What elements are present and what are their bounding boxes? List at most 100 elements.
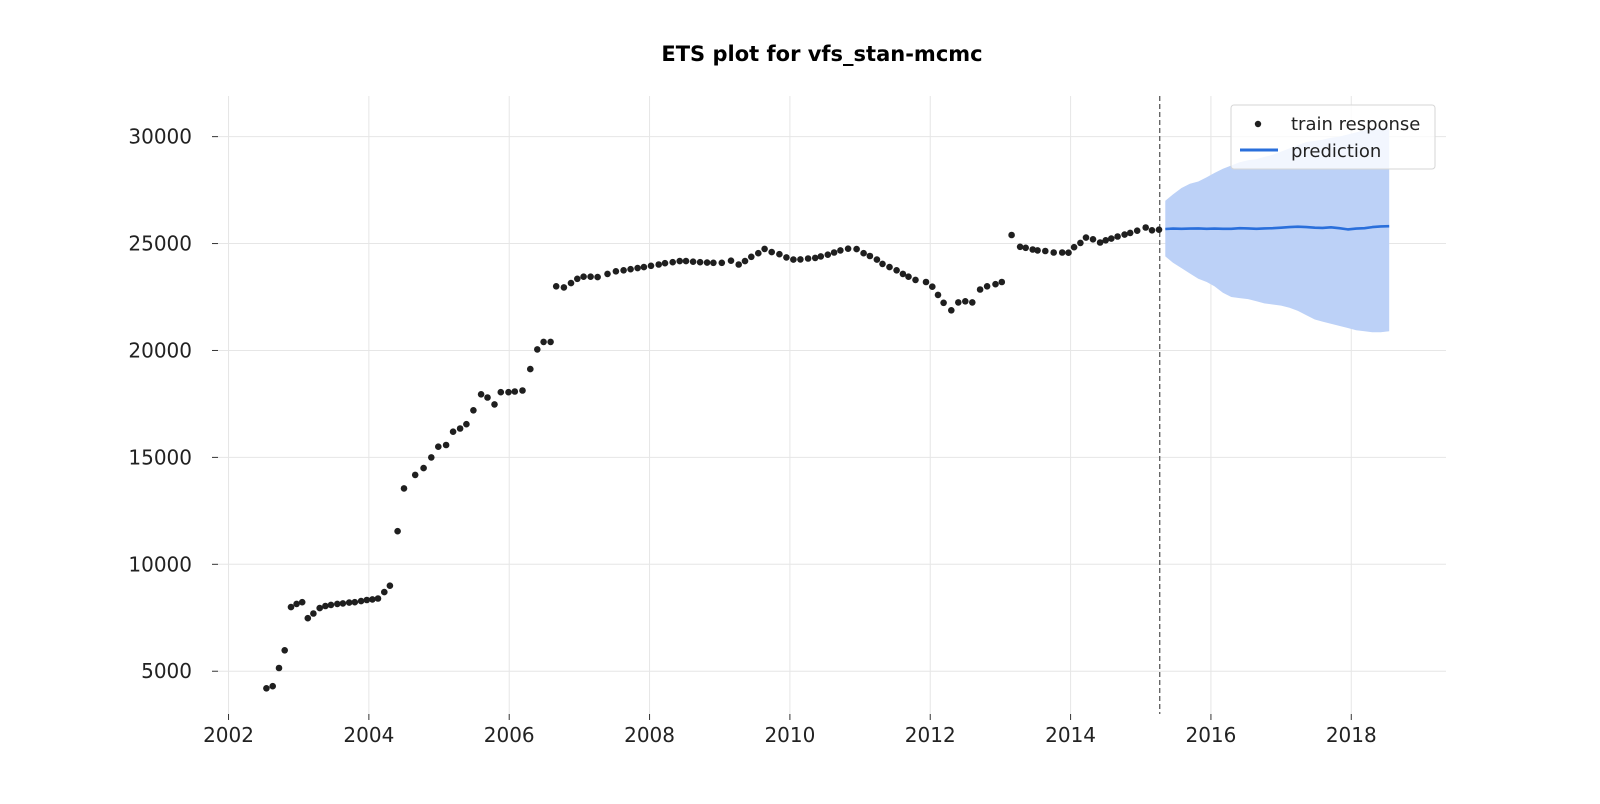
train-response-point: [755, 249, 762, 257]
train-response-point: [1016, 243, 1024, 251]
train-response-point: [322, 602, 329, 610]
train-response-point: [519, 387, 526, 394]
train-response-point: [1022, 244, 1029, 252]
x-tick-label: 2012: [905, 723, 956, 747]
prediction-interval-area: [1165, 127, 1390, 333]
train-response-point: [310, 610, 317, 617]
train-response-point: [983, 283, 991, 290]
train-response-point: [696, 258, 704, 266]
train-response-point: [741, 257, 749, 265]
train-response-point: [682, 257, 690, 265]
train-response-point: [484, 394, 491, 401]
train-response-point: [830, 249, 838, 256]
train-response-point: [1155, 226, 1163, 233]
legend-label-train-response: train response: [1291, 114, 1420, 135]
train-response-point: [627, 265, 634, 273]
train-response-point: [620, 267, 627, 274]
train-response-point: [470, 407, 477, 414]
train-response-point: [992, 280, 999, 288]
legend-label-prediction: prediction: [1291, 141, 1381, 162]
train-response-point: [1008, 231, 1015, 239]
train-response-point: [580, 273, 587, 281]
train-response-point: [463, 420, 470, 428]
train-response-point: [527, 365, 534, 373]
train-response-point: [327, 601, 335, 609]
train-response-point: [269, 682, 277, 690]
train-response-point: [768, 248, 775, 256]
train-response-point: [400, 485, 408, 492]
x-tick-label: 2010: [764, 723, 815, 747]
x-tick-label: 2014: [1045, 723, 1096, 747]
train-response-point: [1121, 231, 1128, 238]
train-response-point: [899, 270, 907, 278]
train-response-point: [776, 250, 783, 258]
train-response-point: [456, 425, 464, 432]
x-tick-label: 2002: [203, 723, 254, 747]
train-response-point: [567, 279, 575, 287]
train-response-point: [817, 253, 825, 260]
train-response-point: [1133, 227, 1141, 234]
train-response-point: [844, 245, 852, 252]
train-response-point: [727, 257, 735, 265]
train-response-point: [661, 259, 669, 267]
train-response-point: [1142, 224, 1149, 231]
train-response-point: [735, 261, 742, 268]
train-response-point: [363, 596, 371, 604]
train-response-point: [710, 259, 717, 267]
train-response-point: [955, 299, 962, 306]
train-response-point: [998, 278, 1006, 286]
train-response-point: [676, 257, 683, 265]
train-response-point: [540, 338, 547, 346]
train-response-point: [345, 599, 353, 606]
train-response-point: [1065, 249, 1072, 256]
train-response-point: [703, 259, 711, 266]
train-response-point: [748, 253, 755, 261]
train-response-point: [976, 286, 984, 293]
train-response-point: [912, 276, 919, 284]
train-response-point: [1058, 249, 1066, 256]
axes: 2002 2004 2006 2008 2010 2012 2014 2016 2018 5000…: [128, 125, 1376, 747]
train-response-point: [386, 582, 394, 589]
y-tick-label: 10000: [128, 552, 192, 576]
train-response-point: [922, 278, 930, 286]
train-response-point: [1114, 233, 1121, 240]
train-response-point: [381, 588, 388, 596]
train-response-point: [1096, 239, 1104, 246]
train-response-point: [491, 401, 498, 408]
train-response-point: [669, 258, 676, 266]
train-response-point: [1042, 247, 1049, 255]
train-response-point: [1108, 235, 1115, 242]
train-response-point: [934, 291, 942, 299]
train-response-point: [797, 256, 804, 263]
train-response-point: [411, 471, 419, 479]
train-response-point: [866, 252, 874, 260]
y-tick-label: 20000: [128, 338, 192, 362]
train-response-point: [1148, 227, 1156, 234]
y-tick-label: 5000: [141, 659, 192, 683]
train-response-point: [689, 258, 697, 266]
train-response-point: [304, 614, 312, 622]
train-response-point: [718, 259, 726, 267]
train-response-point: [281, 647, 289, 654]
train-response-point: [574, 275, 581, 283]
prediction-line: [1165, 224, 1390, 231]
train-response-point: [783, 254, 790, 261]
legend: train response prediction: [1230, 104, 1436, 170]
train-response-point: [940, 299, 947, 307]
train-points: [263, 224, 1163, 692]
train-response-point: [394, 527, 401, 535]
train-response-point: [893, 267, 900, 274]
x-tick-label: 2004: [343, 723, 394, 747]
train-response-point: [497, 388, 505, 396]
train-response-point: [339, 600, 347, 607]
x-tick-label: 2006: [484, 723, 535, 747]
train-response-point: [929, 283, 936, 291]
prediction-line-layer: [1165, 224, 1390, 231]
y-tick-label: 25000: [128, 232, 192, 256]
train-response-point: [790, 256, 797, 263]
train-response-point: [879, 260, 886, 268]
train-response-point: [1126, 229, 1134, 237]
train-response-point: [837, 247, 844, 254]
